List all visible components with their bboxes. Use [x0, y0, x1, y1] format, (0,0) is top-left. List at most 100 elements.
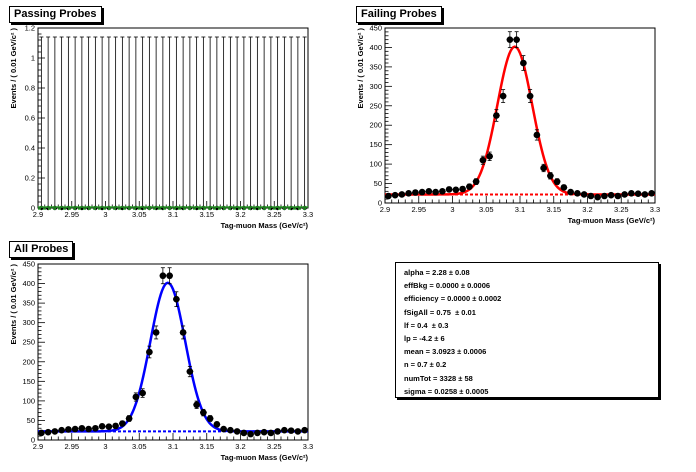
data-point	[233, 428, 241, 435]
y-tick-label: 0.6	[25, 114, 35, 123]
data-point	[274, 428, 281, 435]
data-point	[125, 415, 133, 422]
y-tick-label: 200	[22, 357, 35, 366]
data-point	[486, 153, 493, 160]
param-efficiency: efficiency = 0.0000 ± 0.0002	[404, 294, 502, 304]
data-point	[287, 427, 295, 434]
y-tick-label: 300	[22, 318, 35, 327]
data-point	[105, 423, 113, 431]
x-tick-label: 3.3	[650, 205, 660, 214]
param-mean: mean = 3.0923 ± 0.0006	[404, 347, 487, 357]
data-point	[260, 428, 268, 436]
data-point	[173, 295, 180, 303]
data-point	[607, 191, 615, 199]
data-point	[472, 178, 480, 185]
data-point	[553, 178, 561, 185]
x-axis-label: Tag-muon Mass (GeV/c²)	[221, 221, 309, 230]
x-axis-label: Tag-muon Mass (GeV/c²)	[568, 216, 656, 225]
data-point	[614, 192, 622, 200]
data-point	[391, 191, 399, 199]
data-point	[240, 429, 248, 437]
x-tick-label: 3.15	[199, 442, 214, 451]
data-point	[159, 272, 167, 280]
data-point	[594, 193, 601, 201]
x-tick-label: 3.15	[199, 210, 214, 219]
x-tick-label: 3.05	[132, 442, 147, 451]
y-tick-label: 100	[369, 160, 382, 169]
data-point	[152, 329, 160, 336]
y-tick-label: 0.4	[25, 144, 35, 153]
y-tick-label: 250	[369, 101, 382, 110]
data-point	[281, 426, 288, 434]
x-tick-label: 3	[450, 205, 454, 214]
data-point	[628, 189, 635, 197]
x-tick-label: 3.2	[235, 442, 245, 451]
data-point	[412, 189, 419, 196]
x-tick-label: 3.3	[303, 442, 313, 451]
y-tick-label: 50	[27, 416, 35, 425]
y-tick-label: 0.8	[25, 84, 35, 93]
data-point	[621, 191, 628, 198]
y-tick-label: 450	[22, 260, 35, 269]
data-point	[634, 190, 642, 197]
x-tick-label: 2.95	[64, 442, 79, 451]
x-tick-label: 2.9	[33, 442, 43, 451]
x-tick-label: 2.9	[380, 205, 390, 214]
x-axis-label: Tag-muon Mass (GeV/c²)	[221, 453, 309, 462]
data-point	[166, 272, 173, 280]
param-fsigall: fSigAll = 0.75 ± 0.01	[404, 307, 476, 317]
all-chart: 2.9 2.95 3 3.05 3.1 3.15 3.2 3.25 3.3 0 50 100 150 20…	[9, 260, 313, 463]
data-point	[254, 429, 261, 437]
x-tick-label: 3.25	[614, 205, 629, 214]
data-point	[206, 415, 214, 422]
data-point	[92, 424, 99, 432]
x-tick-label: 3.1	[168, 210, 178, 219]
fit-curve	[38, 281, 308, 433]
data-point	[466, 183, 473, 190]
passing-probes-title: Passing Probes	[9, 6, 102, 23]
y-tick-label: 150	[22, 377, 35, 386]
data-point	[445, 186, 453, 193]
data-point	[499, 92, 507, 100]
data-point	[186, 368, 194, 375]
y-tick-label: 0	[378, 199, 382, 208]
data-point	[648, 189, 655, 197]
y-tick-label: 250	[22, 338, 35, 347]
data-point	[213, 421, 221, 428]
data-point	[132, 393, 140, 401]
data-point	[601, 192, 608, 200]
data-point	[98, 423, 106, 430]
y-tick-label: 0	[31, 436, 35, 445]
y-tick-label: 350	[369, 62, 382, 71]
data-point	[540, 164, 547, 172]
x-tick-label: 3	[103, 442, 107, 451]
data-point	[179, 329, 187, 336]
x-tick-label: 3.25	[267, 210, 282, 219]
data-point	[38, 429, 45, 437]
y-axis-label: Events / ( 0.01 GeV/c² )	[9, 264, 18, 345]
data-point	[227, 426, 234, 434]
param-lf: lf = 0.4 ± 0.3	[404, 320, 449, 330]
y-tick-label: 300	[369, 82, 382, 91]
y-tick-label: 1.2	[25, 24, 35, 33]
x-tick-label: 3.2	[582, 205, 592, 214]
y-tick-label: 350	[22, 299, 35, 308]
x-tick-label: 3.1	[515, 205, 525, 214]
x-tick-label: 3.2	[235, 210, 245, 219]
x-tick-label: 2.95	[411, 205, 426, 214]
data-point	[425, 188, 433, 195]
data-point	[533, 131, 541, 139]
data-point	[301, 426, 308, 434]
data-point	[398, 191, 406, 198]
data-point	[85, 425, 92, 433]
data-point	[385, 192, 392, 200]
y-tick-label: 150	[369, 140, 382, 149]
x-tick-label: 2.95	[64, 210, 79, 219]
y-tick-label: 0	[31, 204, 35, 213]
data-point	[574, 189, 581, 197]
param-alpha: alpha = 2.28 ± 0.08	[404, 268, 470, 277]
data-point	[560, 184, 568, 191]
data-point	[479, 156, 487, 164]
param-lp: lp = -4.2 ± 6	[404, 334, 445, 344]
